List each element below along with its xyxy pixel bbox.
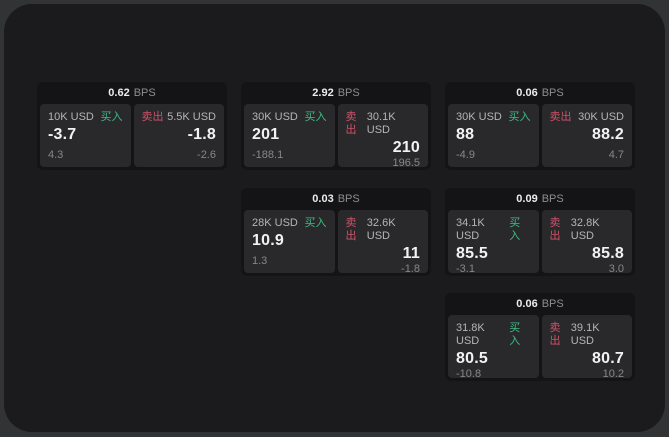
buy-pane[interactable]: 30K USD 买入 88 -4.9 <box>448 104 539 167</box>
bps-header: 0.06 BPS <box>445 82 635 104</box>
buy-change: -4.9 <box>456 149 475 161</box>
sell-label: 卖出 <box>345 217 357 242</box>
sell-amount: 30.1K USD <box>366 111 396 136</box>
bps-unit-label: BPS <box>541 193 564 205</box>
bps-header: 0.03 BPS <box>241 188 431 210</box>
sell-pane[interactable]: 卖出 5.5K USD -1.8 -2.6 <box>133 104 224 167</box>
buy-amount: 30K USD <box>252 111 298 123</box>
buy-amount: 31.8K USD <box>456 322 485 347</box>
buy-price: 88 <box>456 126 475 143</box>
bps-value: 0.09 <box>516 193 538 205</box>
bps-unit-label: BPS <box>541 298 564 310</box>
quote-body: 30K USD 买入 201 -188.1 卖出 30.1K USD 210 1… <box>241 104 431 170</box>
sell-pane[interactable]: 卖出 39.1K USD 80.7 10.2 <box>541 315 632 380</box>
quote-card: 0.62 BPS 10K USD 买入 -3.7 4.3 卖出 5.5K USD… <box>37 82 227 170</box>
sell-pane[interactable]: 卖出 32.8K USD 85.8 3.0 <box>541 210 632 275</box>
buy-amount: 30K USD <box>456 111 502 123</box>
sell-price: 11 <box>402 245 420 262</box>
buy-pane[interactable]: 10K USD 买入 -3.7 4.3 <box>40 104 131 167</box>
sell-pane[interactable]: 卖出 30.1K USD 210 196.5 <box>337 104 428 169</box>
sell-label: 卖出 <box>549 322 561 347</box>
bps-unit-label: BPS <box>337 193 360 205</box>
quote-body: 28K USD 买入 10.9 1.3 卖出 32.6K USD 11 -1.8 <box>241 210 431 276</box>
sell-price: 210 <box>392 139 420 156</box>
buy-label: 买入 <box>100 111 123 123</box>
bps-unit-label: BPS <box>133 87 156 99</box>
sell-label: 卖出 <box>345 111 357 136</box>
quote-card: 2.92 BPS 30K USD 买入 201 -188.1 卖出 30.1K … <box>241 82 431 170</box>
bps-value: 0.62 <box>108 87 130 99</box>
buy-change: -10.8 <box>456 368 482 380</box>
bps-value: 0.06 <box>516 87 538 99</box>
quote-card: 0.06 BPS 30K USD 买入 88 -4.9 卖出 30K USD 8… <box>445 82 635 170</box>
buy-price: -3.7 <box>48 126 77 143</box>
buy-pane[interactable]: 30K USD 买入 201 -188.1 <box>244 104 335 167</box>
sell-change: -1.8 <box>401 263 420 275</box>
sell-price: 85.8 <box>592 245 624 262</box>
bps-unit-label: BPS <box>541 87 564 99</box>
buy-label: 买入 <box>508 111 531 123</box>
quote-card: 0.06 BPS 31.8K USD 买入 80.5 -10.8 卖出 39.1… <box>445 293 635 381</box>
sell-price: 80.7 <box>592 350 624 367</box>
bps-value: 0.03 <box>312 193 334 205</box>
buy-amount: 34.1K USD <box>456 217 485 242</box>
sell-change: 3.0 <box>608 263 624 275</box>
sell-label: 卖出 <box>141 111 164 123</box>
quote-body: 10K USD 买入 -3.7 4.3 卖出 5.5K USD -1.8 -2.… <box>37 104 227 170</box>
buy-pane[interactable]: 34.1K USD 买入 85.5 -3.1 <box>448 210 539 275</box>
sell-change: 4.7 <box>608 149 624 161</box>
sell-amount: 39.1K USD <box>570 322 600 347</box>
buy-change: 4.3 <box>48 149 64 161</box>
sell-amount: 32.6K USD <box>366 217 396 242</box>
sell-price: 88.2 <box>592 126 624 143</box>
buy-label: 买入 <box>509 217 521 242</box>
bps-header: 2.92 BPS <box>241 82 431 104</box>
sell-label: 卖出 <box>549 111 572 123</box>
sell-change: 196.5 <box>392 157 420 169</box>
buy-amount: 10K USD <box>48 111 94 123</box>
quote-body: 34.1K USD 买入 85.5 -3.1 卖出 32.8K USD 85.8… <box>445 210 635 276</box>
bps-header: 0.62 BPS <box>37 82 227 104</box>
buy-label: 买入 <box>509 322 521 347</box>
buy-amount: 28K USD <box>252 217 298 229</box>
bps-value: 0.06 <box>516 298 538 310</box>
sell-change: -2.6 <box>197 149 216 161</box>
quote-card: 0.03 BPS 28K USD 买入 10.9 1.3 卖出 32.6K US… <box>241 188 431 276</box>
bps-value: 2.92 <box>312 87 334 99</box>
sell-amount: 5.5K USD <box>167 111 216 123</box>
sell-change: 10.2 <box>602 368 624 380</box>
sell-pane[interactable]: 卖出 30K USD 88.2 4.7 <box>541 104 632 167</box>
sell-price: -1.8 <box>187 126 216 143</box>
buy-price: 80.5 <box>456 350 488 367</box>
quote-body: 30K USD 买入 88 -4.9 卖出 30K USD 88.2 4.7 <box>445 104 635 170</box>
sell-amount: 30K USD <box>578 111 624 123</box>
buy-label: 买入 <box>304 111 327 123</box>
buy-label: 买入 <box>304 217 327 229</box>
sell-amount: 32.8K USD <box>570 217 600 242</box>
buy-change: -188.1 <box>252 149 284 161</box>
bps-header: 0.06 BPS <box>445 293 635 315</box>
buy-price: 201 <box>252 126 280 143</box>
quote-body: 31.8K USD 买入 80.5 -10.8 卖出 39.1K USD 80.… <box>445 315 635 381</box>
sell-pane[interactable]: 卖出 32.6K USD 11 -1.8 <box>337 210 428 275</box>
buy-change: 1.3 <box>252 255 268 267</box>
buy-pane[interactable]: 31.8K USD 买入 80.5 -10.8 <box>448 315 539 380</box>
quote-card: 0.09 BPS 34.1K USD 买入 85.5 -3.1 卖出 32.8K… <box>445 188 635 276</box>
sell-label: 卖出 <box>549 217 561 242</box>
buy-price: 85.5 <box>456 245 488 262</box>
buy-price: 10.9 <box>252 232 284 249</box>
bps-header: 0.09 BPS <box>445 188 635 210</box>
buy-pane[interactable]: 28K USD 买入 10.9 1.3 <box>244 210 335 273</box>
bps-unit-label: BPS <box>337 87 360 99</box>
buy-change: -3.1 <box>456 263 475 275</box>
